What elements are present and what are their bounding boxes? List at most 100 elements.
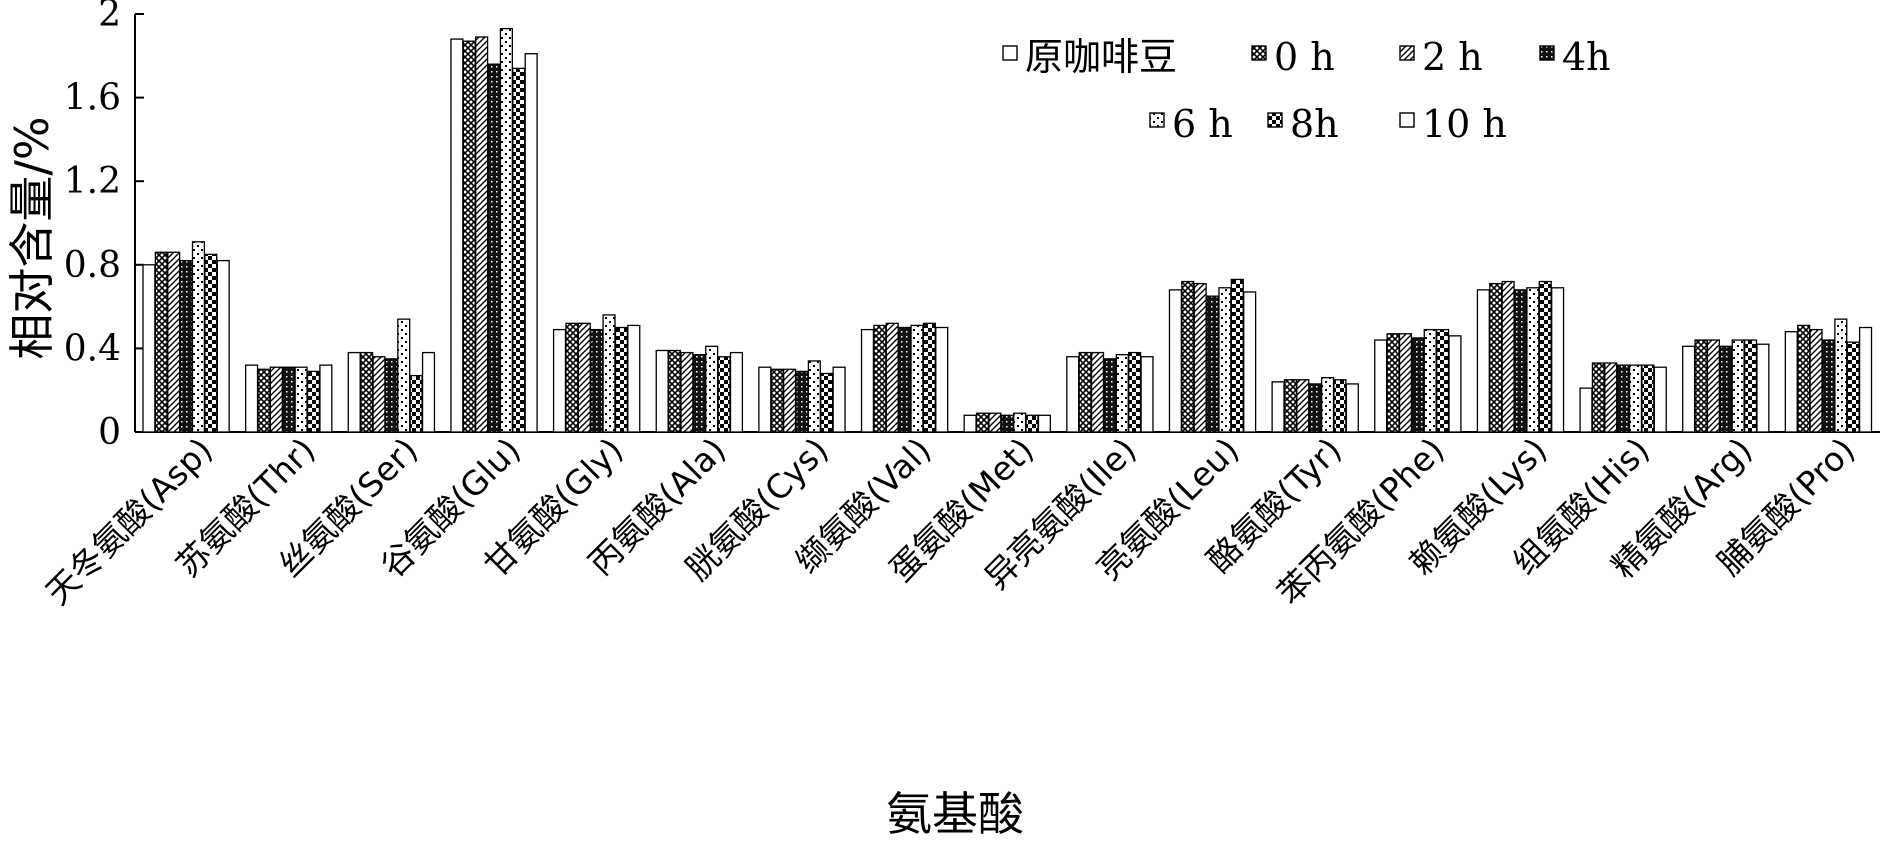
bar — [269, 366, 283, 433]
y-tick-label: 1.2 — [64, 161, 121, 202]
bar — [1784, 331, 1798, 433]
bar — [1551, 287, 1565, 433]
bar — [1538, 280, 1552, 433]
bar — [1604, 362, 1618, 433]
bar — [667, 349, 682, 433]
bar — [409, 374, 423, 433]
y-tick-label: 2 — [98, 0, 121, 35]
bar — [294, 366, 308, 433]
bar — [602, 314, 616, 433]
bar — [1706, 339, 1720, 433]
bar — [384, 358, 398, 433]
bar — [820, 372, 834, 433]
bar — [1476, 289, 1490, 433]
bar — [1168, 289, 1182, 433]
bar — [282, 366, 296, 433]
bar — [216, 259, 230, 433]
bar — [552, 328, 567, 433]
bar — [1345, 383, 1359, 433]
bar — [475, 36, 489, 433]
legend-swatch — [1149, 112, 1165, 128]
bar — [590, 328, 604, 433]
bar — [1230, 278, 1244, 433]
bar — [910, 324, 924, 433]
bar — [1743, 339, 1758, 433]
bar — [397, 318, 411, 433]
bars — [142, 27, 1873, 433]
bar — [1694, 339, 1708, 433]
x-axis-title: 氨基酸 — [886, 787, 1024, 841]
legend-swatch — [1251, 45, 1267, 61]
legend-swatch — [1399, 45, 1415, 61]
bar — [450, 38, 464, 433]
bar — [758, 366, 772, 433]
bar — [1719, 345, 1733, 433]
bar — [1513, 289, 1528, 433]
bar — [922, 322, 936, 433]
bar — [1243, 291, 1257, 433]
bar — [1066, 356, 1080, 433]
bar — [782, 368, 797, 433]
bar — [729, 351, 744, 433]
bar — [988, 412, 1002, 433]
bar — [191, 241, 206, 433]
bar — [1374, 339, 1388, 433]
y-tick-label: 0.8 — [64, 245, 121, 286]
bar — [1641, 364, 1655, 433]
bar — [898, 326, 912, 433]
legend-label: 6 h — [1172, 102, 1233, 146]
legend-swatch — [1002, 45, 1018, 61]
legend-label: 4h — [1562, 35, 1611, 79]
bar — [565, 322, 579, 433]
bar — [1090, 351, 1105, 433]
bar — [512, 67, 526, 433]
bar — [1296, 379, 1310, 433]
bar — [935, 326, 949, 433]
bar — [627, 324, 641, 433]
bar — [1809, 328, 1823, 433]
bar — [1616, 364, 1630, 433]
bar — [1140, 356, 1154, 433]
bar — [1653, 366, 1667, 433]
bar — [1501, 280, 1515, 433]
bar — [1271, 381, 1285, 433]
y-axis-title: 相对含量/% — [5, 116, 59, 359]
legend-swatch — [1539, 45, 1555, 61]
legend-swatch — [1267, 112, 1283, 128]
bar — [179, 259, 193, 433]
bar — [705, 345, 719, 433]
bar — [257, 368, 271, 433]
y-tick-label: 0 — [98, 412, 121, 453]
bar — [1526, 287, 1540, 433]
bar — [1579, 387, 1593, 433]
bar — [1078, 351, 1092, 433]
bar — [873, 324, 887, 433]
bar — [1436, 328, 1450, 433]
bar — [832, 366, 846, 433]
bar — [1628, 364, 1643, 433]
bar — [462, 40, 476, 433]
bar — [154, 251, 168, 433]
bar — [1283, 379, 1298, 433]
bar — [1308, 383, 1322, 433]
bar — [1103, 358, 1117, 433]
bar — [524, 53, 538, 433]
bar — [1591, 362, 1605, 433]
bar — [717, 356, 731, 433]
bar — [499, 27, 513, 433]
bar — [1115, 354, 1129, 433]
legend-label: 8h — [1290, 102, 1339, 146]
legend-label: 2 h — [1422, 35, 1483, 79]
legend-label: 原咖啡豆 — [1025, 35, 1177, 79]
bar — [1731, 339, 1745, 433]
bar — [975, 412, 990, 433]
category-labels: 天冬氨酸(Asp)苏氨酸(Thr)丝氨酸(Ser)谷氨酸(Glu)甘氨酸(Gly… — [38, 430, 1862, 612]
bar — [963, 414, 977, 433]
bar — [1218, 287, 1232, 433]
bar — [577, 322, 591, 433]
bar — [1797, 324, 1811, 433]
bar — [807, 360, 821, 433]
bar — [885, 322, 899, 433]
